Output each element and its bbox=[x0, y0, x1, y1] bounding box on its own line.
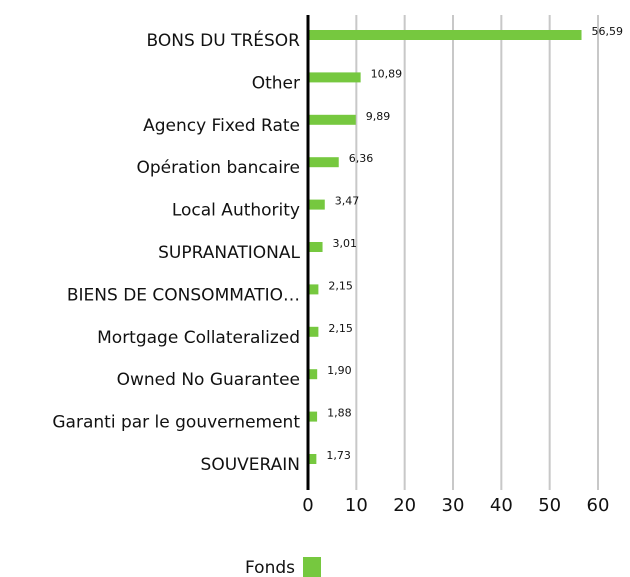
bar bbox=[308, 157, 339, 168]
data-label: 6,36 bbox=[349, 152, 374, 165]
x-tick-label: 50 bbox=[538, 495, 561, 516]
y-tick-label: Mortgage Collateralized bbox=[97, 328, 300, 348]
bar bbox=[308, 72, 361, 83]
x-tick-label: 10 bbox=[345, 495, 368, 516]
bar bbox=[308, 114, 356, 125]
data-label: 3,01 bbox=[333, 237, 358, 250]
y-tick-label: Owned No Guarantee bbox=[117, 370, 300, 390]
data-label: 3,47 bbox=[335, 195, 360, 208]
data-label: 1,88 bbox=[327, 407, 352, 420]
y-tick-label: Other bbox=[252, 73, 300, 93]
y-tick-label: Garanti par le gouvernement bbox=[52, 413, 300, 433]
bar bbox=[308, 369, 318, 380]
data-label: 1,90 bbox=[327, 364, 352, 377]
bar bbox=[308, 242, 323, 252]
y-tick-label: BONS DU TRÉSOR bbox=[146, 29, 300, 51]
y-tick-label: Local Authority bbox=[172, 201, 300, 221]
y-tick-label: SOUVERAIN bbox=[201, 455, 300, 475]
bar bbox=[308, 284, 319, 295]
legend-swatch bbox=[303, 557, 321, 577]
bar bbox=[308, 326, 319, 337]
data-label: 2,15 bbox=[328, 322, 353, 335]
bar bbox=[308, 411, 318, 422]
data-label: 2,15 bbox=[328, 279, 353, 292]
data-label: 56,59 bbox=[592, 25, 624, 38]
x-tick-label: 0 bbox=[302, 495, 313, 516]
data-label: 1,73 bbox=[326, 449, 351, 462]
x-tick-label: 60 bbox=[587, 495, 610, 516]
x-tick-label: 30 bbox=[442, 495, 465, 516]
y-tick-label: SUPRANATIONAL bbox=[158, 243, 300, 263]
bar bbox=[308, 30, 582, 40]
bar bbox=[308, 199, 325, 210]
x-tick-label: 40 bbox=[490, 495, 513, 516]
data-label: 10,89 bbox=[371, 67, 403, 80]
data-label: 9,89 bbox=[366, 110, 391, 123]
legend-label: Fonds bbox=[245, 558, 295, 577]
x-tick-label: 20 bbox=[393, 495, 416, 516]
bar bbox=[308, 454, 317, 464]
y-tick-label: Agency Fixed Rate bbox=[143, 116, 300, 136]
y-tick-label: Opération bancaire bbox=[136, 158, 300, 178]
y-tick-label: BIENS DE CONSOMMATIO… bbox=[67, 285, 300, 305]
